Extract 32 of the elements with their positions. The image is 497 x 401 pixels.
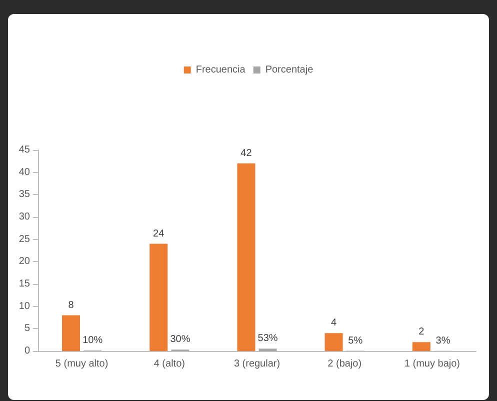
bar [150, 244, 168, 351]
y-tick-label: 30 [18, 212, 30, 222]
data-label: 2 [418, 326, 425, 338]
data-label: 8 [68, 300, 74, 311]
data-label: 5% [348, 335, 363, 346]
data-label: 24 [153, 228, 165, 240]
y-tick-label: 20 [18, 256, 30, 268]
data-label: 42 [240, 148, 252, 159]
y-tick-label: 45 [18, 144, 30, 156]
data-label: 53% [258, 333, 278, 344]
bar [62, 315, 80, 351]
bar [412, 342, 430, 351]
data-label: 10% [82, 335, 103, 346]
x-tick-label: 5 (muy alto) [55, 358, 108, 370]
bar [237, 163, 256, 351]
data-label: 30% [170, 334, 190, 346]
x-tick-label: 4 (alto) [154, 358, 185, 370]
x-tick-label: 3 (regular) [234, 358, 280, 370]
bar [324, 333, 343, 351]
y-tick-label: 25 [18, 234, 30, 245]
x-tick-label: 1 (muy bajo) [404, 358, 460, 370]
data-label: 3% [436, 335, 450, 346]
y-tick-label: 5 [24, 323, 30, 334]
legend-label: Porcentaje [265, 64, 314, 76]
y-tick-label: 35 [18, 189, 30, 200]
y-tick-label: 40 [18, 166, 30, 178]
y-tick-label: 10 [18, 300, 30, 312]
y-tick-label: 15 [18, 278, 30, 290]
legend-label: Frecuencia [196, 64, 246, 76]
x-tick-label: 2 (bajo) [328, 358, 362, 370]
y-tick-label: 0 [24, 346, 30, 356]
data-label: 4 [331, 318, 338, 329]
